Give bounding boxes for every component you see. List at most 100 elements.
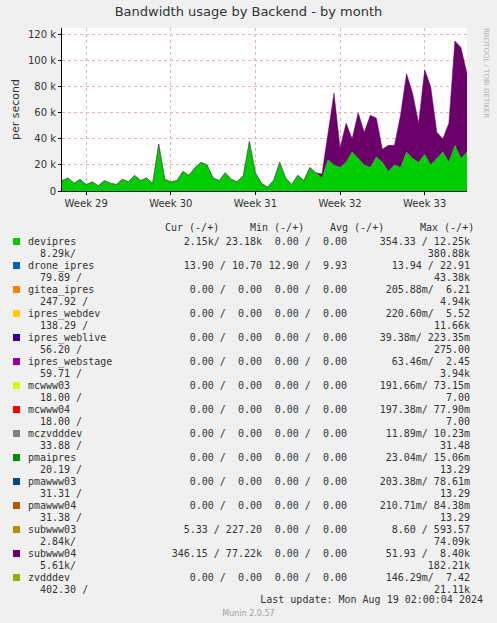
html-text:0.00 / 0.00: 0.00 / 0.00 bbox=[274, 236, 347, 247]
html-text:7.00: 7.00 bbox=[445, 392, 470, 403]
html-text:0.00 / 0.00: 0.00 / 0.00 bbox=[189, 452, 262, 463]
html-text:59.71 /: 59.71 / bbox=[40, 368, 83, 379]
html-text:20.19 /: 20.19 / bbox=[40, 464, 83, 475]
html-text:247.92 /: 247.92 / bbox=[40, 296, 89, 307]
html-text:8.60 / 593.57: 8.60 / 593.57 bbox=[391, 524, 470, 535]
html-text:Max (-/+): Max (-/+) bbox=[420, 222, 475, 233]
svg-text:0: 0 bbox=[50, 186, 56, 197]
svg-text:Week 33: Week 33 bbox=[403, 198, 446, 209]
html-text:Cur (-/+): Cur (-/+) bbox=[165, 222, 220, 233]
html-text:ipres_webstage: ipres_webstage bbox=[28, 356, 113, 367]
svg-text:Week 29: Week 29 bbox=[65, 198, 108, 209]
html-text:74.09k: 74.09k bbox=[433, 536, 470, 547]
html-text:2.84k/: 2.84k/ bbox=[40, 536, 77, 547]
html-text:pmawww04: pmawww04 bbox=[28, 500, 77, 511]
html-text:Avg (-/+): Avg (-/+) bbox=[330, 222, 385, 233]
svg-text:per second: per second bbox=[9, 79, 22, 140]
html-text:0.00 / 0.00: 0.00 / 0.00 bbox=[189, 380, 262, 391]
svg-text:Week 30: Week 30 bbox=[149, 198, 192, 209]
html-text:203.38m/ 78.61m: 203.38m/ 78.61m bbox=[379, 476, 470, 487]
svg-text:Week 32: Week 32 bbox=[318, 198, 361, 209]
html-text:51.93 / 8.40k: 51.93 / 8.40k bbox=[385, 548, 470, 559]
html-text:0.00 / 0.00: 0.00 / 0.00 bbox=[274, 380, 347, 391]
html-text:0.00 / 0.00: 0.00 / 0.00 bbox=[274, 308, 347, 319]
html-text:0.00 / 0.00: 0.00 / 0.00 bbox=[189, 404, 262, 415]
html-text:0.00 / 0.00: 0.00 / 0.00 bbox=[274, 500, 347, 511]
svg-text:40 k: 40 k bbox=[34, 133, 56, 144]
html-text:31.31 /: 31.31 / bbox=[40, 488, 83, 499]
svg-text:Bandwidth usage by Backend - b: Bandwidth usage by Backend - by month bbox=[115, 4, 383, 19]
html-text:4.94k: 4.94k bbox=[439, 296, 470, 307]
svg-text:Week 31: Week 31 bbox=[234, 198, 277, 209]
html-text:0.00 / 0.00: 0.00 / 0.00 bbox=[274, 452, 347, 463]
svg-text:80 k: 80 k bbox=[34, 81, 56, 92]
html-text:8.29k/: 8.29k/ bbox=[40, 248, 77, 259]
html-text:13.29: 13.29 bbox=[439, 464, 470, 475]
html-text:2.15k/ 23.18k: 2.15k/ 23.18k bbox=[183, 236, 262, 247]
html-text:0.00 / 0.00: 0.00 / 0.00 bbox=[274, 404, 347, 415]
html-text:63.46m/ 2.45: 63.46m/ 2.45 bbox=[391, 356, 470, 367]
html-text:0.00 / 0.00: 0.00 / 0.00 bbox=[189, 356, 262, 367]
html-text:210.71m/ 84.38m: 210.71m/ 84.38m bbox=[379, 500, 470, 511]
html-text:0.00 / 0.00: 0.00 / 0.00 bbox=[189, 308, 262, 319]
html-text:mczvdddev: mczvdddev bbox=[28, 428, 83, 439]
html-text:13.29: 13.29 bbox=[439, 512, 470, 523]
html-text:354.33 / 12.25k: 354.33 / 12.25k bbox=[379, 236, 470, 247]
html-text:33.88 /: 33.88 / bbox=[40, 440, 83, 451]
html-text:drone_ipres: drone_ipres bbox=[28, 260, 95, 271]
svg-text:60 k: 60 k bbox=[34, 107, 56, 118]
html-text:11.66k: 11.66k bbox=[433, 320, 470, 331]
html-text:0.00 / 0.00: 0.00 / 0.00 bbox=[189, 332, 262, 343]
html-text:devipres: devipres bbox=[28, 236, 77, 247]
html-text:0.00 / 0.00: 0.00 / 0.00 bbox=[189, 284, 262, 295]
html-text:subwww04: subwww04 bbox=[28, 548, 77, 559]
html-text:Min (-/+): Min (-/+) bbox=[250, 222, 305, 233]
html-text:subwww03: subwww03 bbox=[28, 524, 77, 535]
html-text:0.00 / 0.00: 0.00 / 0.00 bbox=[274, 428, 347, 439]
html-text:56.20 /: 56.20 / bbox=[40, 344, 83, 355]
html-text:205.88m/ 6.21: 205.88m/ 6.21 bbox=[385, 284, 470, 295]
html-text:13.29: 13.29 bbox=[439, 488, 470, 499]
html-text:5.33 / 227.20: 5.33 / 227.20 bbox=[183, 524, 262, 535]
html-text:12.90 / 9.93: 12.90 / 9.93 bbox=[268, 260, 347, 271]
html-text:0.00 / 0.00: 0.00 / 0.00 bbox=[274, 284, 347, 295]
html-text:191.66m/ 73.15m: 191.66m/ 73.15m bbox=[379, 380, 470, 391]
html-text:43.38k: 43.38k bbox=[433, 272, 470, 283]
html-text:31.38 /: 31.38 / bbox=[40, 512, 83, 523]
svg-text:100 k: 100 k bbox=[28, 55, 56, 66]
html-text:0.00 / 0.00: 0.00 / 0.00 bbox=[274, 356, 347, 367]
html-text:275.00: 275.00 bbox=[433, 344, 470, 355]
html-text:18.00 /: 18.00 / bbox=[40, 392, 83, 403]
html-text:11.89m/ 10.23m: 11.89m/ 10.23m bbox=[385, 428, 470, 439]
html-text:0.00 / 0.00: 0.00 / 0.00 bbox=[274, 332, 347, 343]
html-text:ipres_webdev: ipres_webdev bbox=[28, 308, 101, 319]
html-text:380.88k: 380.88k bbox=[427, 248, 470, 259]
html-text:mcwww04: mcwww04 bbox=[28, 404, 71, 415]
html-text:13.90 / 10.70: 13.90 / 10.70 bbox=[183, 260, 262, 271]
html-text:138.29 /: 138.29 / bbox=[40, 320, 89, 331]
html-text:mcwww03: mcwww03 bbox=[28, 380, 71, 391]
html-text:23.04m/ 15.06m: 23.04m/ 15.06m bbox=[385, 452, 470, 463]
html-text:0.00 / 0.00: 0.00 / 0.00 bbox=[189, 476, 262, 487]
html-text:220.60m/ 5.52: 220.60m/ 5.52 bbox=[385, 308, 470, 319]
html-text:7.00: 7.00 bbox=[445, 416, 470, 427]
html-text:39.38m/ 223.35m: 39.38m/ 223.35m bbox=[379, 332, 470, 343]
html-text:3.94k: 3.94k bbox=[439, 368, 470, 379]
html-text:0.00 / 0.00: 0.00 / 0.00 bbox=[274, 524, 347, 535]
svg-text:20 k: 20 k bbox=[34, 159, 56, 170]
html-text:31.48: 31.48 bbox=[439, 440, 470, 451]
html-text:pmaipres: pmaipres bbox=[28, 452, 77, 463]
html-text:0.00 / 0.00: 0.00 / 0.00 bbox=[189, 500, 262, 511]
html-text:0.00 / 0.00: 0.00 / 0.00 bbox=[274, 548, 347, 559]
html-text:0.00 / 0.00: 0.00 / 0.00 bbox=[189, 428, 262, 439]
html-text:13.94 / 22.91: 13.94 / 22.91 bbox=[391, 260, 470, 271]
html-text:346.15 / 77.22k: 346.15 / 77.22k bbox=[171, 548, 262, 559]
html-text:0.00 / 0.00: 0.00 / 0.00 bbox=[274, 476, 347, 487]
html-text:gitea_ipres: gitea_ipres bbox=[28, 284, 95, 295]
html-text:ipres_weblive: ipres_weblive bbox=[28, 332, 107, 343]
html-text:197.38m/ 77.90m: 197.38m/ 77.90m bbox=[379, 404, 470, 415]
html-text:18.00 /: 18.00 / bbox=[40, 416, 83, 427]
html-text:pmawww03: pmawww03 bbox=[28, 476, 77, 487]
html-text:79.89 /: 79.89 / bbox=[40, 272, 83, 283]
svg-text:120 k: 120 k bbox=[28, 29, 56, 40]
